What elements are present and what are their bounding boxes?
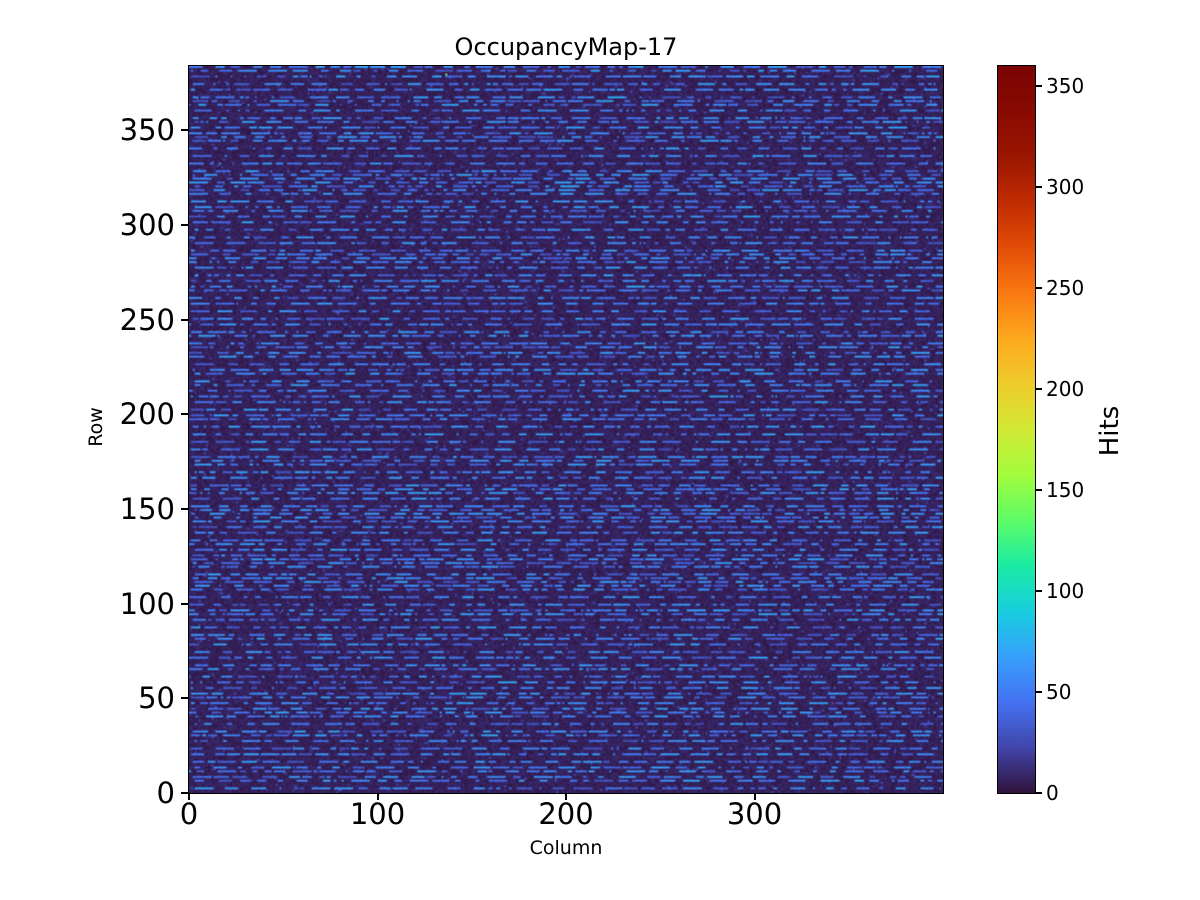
colorbar-tick-mark xyxy=(1036,186,1042,189)
y-tick-label: 50 xyxy=(138,681,175,716)
x-tick-mark xyxy=(376,794,379,800)
plot-area xyxy=(188,65,944,794)
y-tick-mark xyxy=(181,224,188,227)
colorbar-tick-mark xyxy=(1036,287,1042,290)
y-tick-mark xyxy=(181,792,188,794)
colorbar-tick-mark xyxy=(1036,85,1042,88)
y-tick-mark xyxy=(181,318,188,321)
x-tick-mark xyxy=(565,794,567,800)
colorbar-tick-label: 150 xyxy=(1046,478,1085,503)
x-axis-label: Column xyxy=(529,837,603,859)
colorbar-label: Hits xyxy=(1095,405,1125,457)
x-tick-label: 300 xyxy=(726,797,783,831)
colorbar-tick-mark xyxy=(1036,590,1042,593)
chart-title: OccupancyMap-17 xyxy=(454,33,678,61)
heatmap-canvas xyxy=(189,66,943,793)
y-tick-mark xyxy=(181,697,188,700)
colorbar-tick-label: 0 xyxy=(1046,781,1059,805)
colorbar-gradient xyxy=(998,66,1035,793)
colorbar xyxy=(997,65,1036,794)
x-tick-mark xyxy=(753,794,756,800)
colorbar-tick-mark xyxy=(1036,691,1042,694)
y-tick-label: 200 xyxy=(119,397,175,432)
y-tick-mark xyxy=(181,413,188,416)
colorbar-tick-label: 200 xyxy=(1046,377,1085,402)
colorbar-tick-label: 350 xyxy=(1046,74,1085,99)
colorbar-tick-label: 250 xyxy=(1046,276,1085,301)
colorbar-tick-label: 100 xyxy=(1046,579,1085,604)
y-tick-label: 150 xyxy=(119,492,175,527)
y-tick-mark xyxy=(181,508,188,511)
y-tick-mark xyxy=(181,129,188,132)
y-axis-label: Row xyxy=(85,407,107,447)
colorbar-tick-mark xyxy=(1036,792,1042,794)
colorbar-tick-mark xyxy=(1036,388,1042,391)
y-tick-label: 0 xyxy=(156,776,175,810)
colorbar-tick-label: 300 xyxy=(1046,175,1085,200)
x-tick-label: 200 xyxy=(538,797,594,831)
x-tick-label: 0 xyxy=(179,797,199,831)
x-tick-mark xyxy=(188,794,190,800)
y-tick-label: 350 xyxy=(119,113,175,148)
y-tick-label: 250 xyxy=(119,302,175,337)
y-tick-label: 100 xyxy=(119,586,175,621)
y-tick-label: 300 xyxy=(119,208,175,243)
y-tick-mark xyxy=(181,602,188,605)
x-tick-label: 100 xyxy=(349,797,406,831)
colorbar-tick-mark xyxy=(1036,489,1042,492)
colorbar-tick-label: 50 xyxy=(1046,680,1072,705)
